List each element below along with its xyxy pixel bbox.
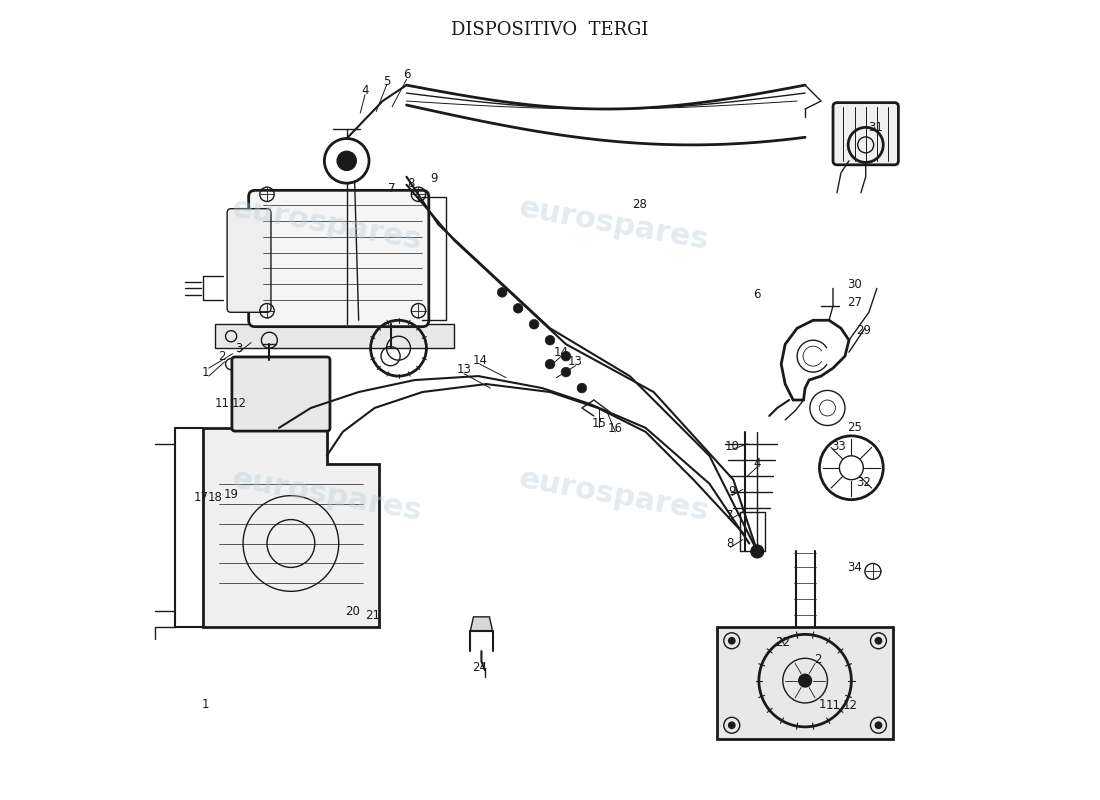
- Text: 12: 12: [232, 398, 246, 410]
- Text: 9: 9: [728, 485, 736, 498]
- Circle shape: [514, 303, 522, 313]
- Text: 2: 2: [814, 653, 822, 666]
- Text: 11: 11: [825, 699, 840, 712]
- Text: 16: 16: [608, 422, 623, 435]
- Text: 31: 31: [868, 121, 882, 134]
- Text: 1: 1: [818, 698, 826, 711]
- Text: 32: 32: [856, 477, 871, 490]
- Circle shape: [876, 638, 881, 644]
- FancyBboxPatch shape: [227, 209, 271, 312]
- Text: 7: 7: [388, 182, 396, 195]
- Circle shape: [751, 545, 763, 558]
- Text: 5: 5: [383, 74, 390, 88]
- Text: 19: 19: [223, 487, 239, 501]
- Text: 33: 33: [832, 440, 846, 453]
- Circle shape: [728, 638, 735, 644]
- Text: 1: 1: [202, 698, 209, 711]
- Circle shape: [876, 722, 881, 729]
- Text: 6: 6: [403, 68, 410, 82]
- Text: 11: 11: [214, 398, 230, 410]
- Circle shape: [561, 367, 571, 377]
- Text: 13: 13: [568, 355, 583, 368]
- Text: 18: 18: [208, 490, 222, 504]
- Circle shape: [546, 359, 554, 369]
- Text: 12: 12: [843, 699, 857, 712]
- Text: 27: 27: [847, 296, 862, 310]
- Text: 34: 34: [847, 561, 862, 574]
- Circle shape: [337, 151, 356, 170]
- Circle shape: [578, 383, 586, 393]
- Text: 17: 17: [194, 490, 208, 504]
- Text: 10: 10: [724, 440, 739, 453]
- Text: 24: 24: [472, 661, 487, 674]
- Polygon shape: [216, 324, 454, 348]
- Circle shape: [561, 351, 571, 361]
- Text: 30: 30: [847, 278, 862, 291]
- Text: 2: 2: [218, 350, 226, 362]
- Circle shape: [497, 287, 507, 297]
- Text: 3: 3: [235, 342, 243, 354]
- Text: 29: 29: [856, 324, 871, 337]
- Circle shape: [799, 674, 812, 687]
- Text: 28: 28: [631, 198, 647, 211]
- Text: 1: 1: [202, 366, 209, 378]
- FancyBboxPatch shape: [249, 190, 429, 326]
- Text: 22: 22: [776, 636, 790, 649]
- Circle shape: [546, 335, 554, 345]
- Text: 6: 6: [754, 288, 761, 302]
- Text: 9: 9: [430, 172, 438, 185]
- FancyBboxPatch shape: [232, 357, 330, 431]
- Polygon shape: [717, 627, 893, 739]
- Circle shape: [728, 722, 735, 729]
- Text: 21: 21: [365, 609, 381, 622]
- Text: 14: 14: [472, 354, 487, 366]
- Text: DISPOSITIVO  TERGI: DISPOSITIVO TERGI: [451, 22, 649, 39]
- Text: eurospares: eurospares: [517, 465, 711, 526]
- Text: 4: 4: [754, 458, 761, 470]
- Text: eurospares: eurospares: [230, 465, 425, 526]
- Text: eurospares: eurospares: [517, 194, 711, 256]
- Text: 7: 7: [726, 509, 734, 522]
- Text: 4: 4: [361, 84, 368, 97]
- Text: 8: 8: [726, 537, 734, 550]
- Text: 20: 20: [345, 605, 360, 618]
- Polygon shape: [471, 617, 493, 631]
- Text: 25: 25: [847, 422, 862, 434]
- Circle shape: [529, 319, 539, 329]
- Text: 14: 14: [553, 346, 569, 358]
- Text: 8: 8: [408, 177, 415, 190]
- Text: eurospares: eurospares: [230, 194, 425, 256]
- FancyBboxPatch shape: [833, 102, 899, 165]
- Text: 15: 15: [592, 418, 607, 430]
- Polygon shape: [204, 428, 378, 627]
- Text: 13: 13: [456, 363, 471, 376]
